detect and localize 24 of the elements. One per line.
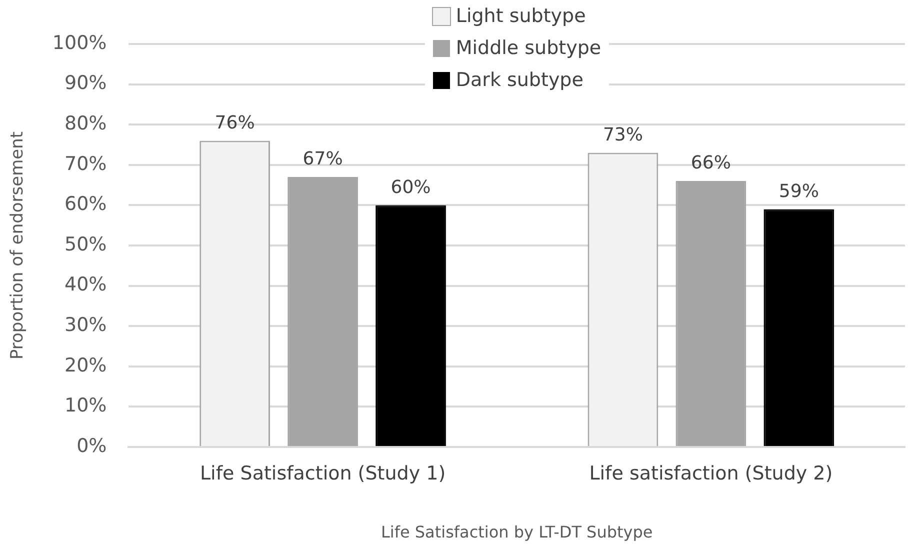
y-tick-label: 40%: [64, 274, 107, 296]
data-label: 76%: [214, 112, 255, 134]
y-tick-label: 80%: [64, 112, 107, 135]
y-tick-label: 100%: [52, 32, 107, 54]
x-tick-label: Life satisfaction (Study 2): [589, 462, 833, 484]
data-label: 66%: [690, 152, 731, 174]
y-tick-label: 0%: [76, 434, 107, 457]
data-label: 59%: [778, 180, 819, 202]
legend-label: Middle subtype: [456, 37, 602, 59]
y-axis-title: Proportion of endorsement: [8, 131, 28, 360]
y-tick-label: 60%: [64, 193, 107, 216]
y-tick-label: 10%: [64, 394, 107, 417]
y-tick-label: 20%: [64, 354, 107, 376]
y-tick-label: 70%: [64, 152, 107, 175]
data-label: 60%: [390, 176, 431, 198]
y-tick-label: 30%: [64, 314, 107, 336]
x-axis-title: Life Satisfaction by LT-DT Subtype: [380, 522, 653, 542]
y-tick-label: 50%: [64, 233, 107, 256]
x-tick-label: Life Satisfaction (Study 1): [200, 462, 446, 484]
legend-label: Light subtype: [456, 5, 586, 27]
data-label: 67%: [302, 148, 343, 170]
y-tick-label: 90%: [64, 72, 107, 94]
data-label: 73%: [602, 124, 643, 146]
legend-label: Dark subtype: [456, 69, 584, 91]
